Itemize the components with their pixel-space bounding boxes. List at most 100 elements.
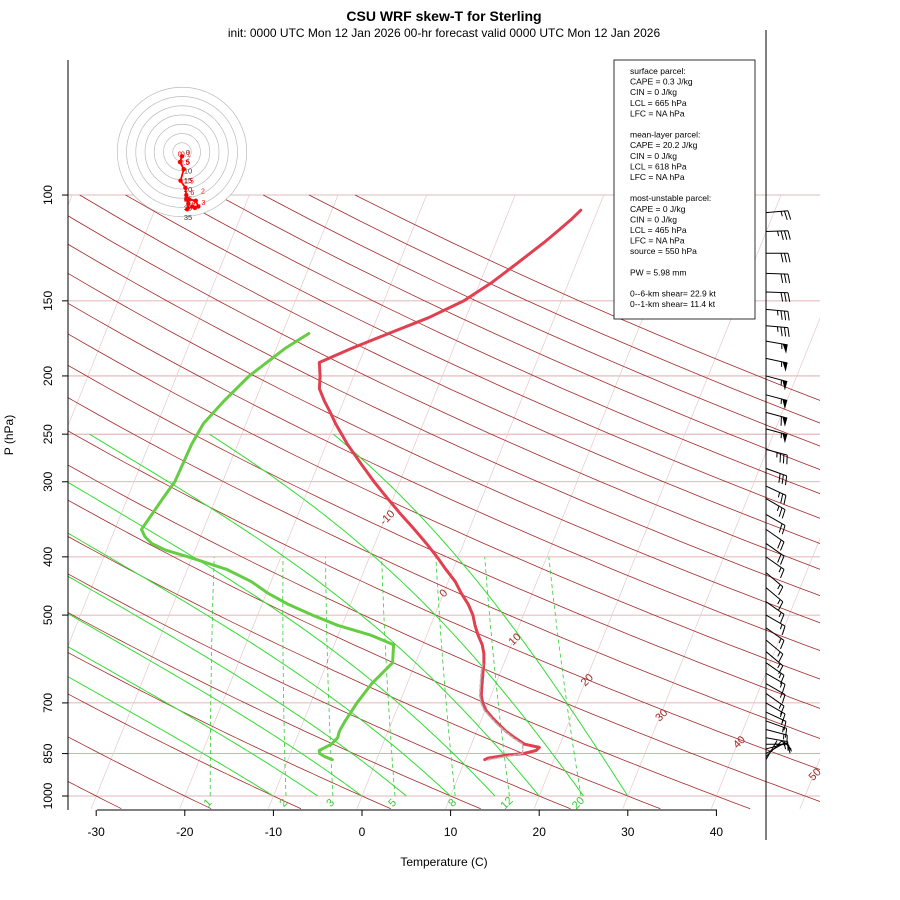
dry-adiabat-lines xyxy=(68,194,820,810)
wind-barb-flag xyxy=(783,310,787,321)
wind-barb xyxy=(765,720,788,738)
wind-barb-flag xyxy=(780,640,785,650)
wind-barb-flag xyxy=(787,327,790,337)
hodograph-point xyxy=(184,192,189,198)
wind-barb-shaft xyxy=(765,572,784,588)
hodograph-height-label: 0.1 xyxy=(181,151,191,158)
hodograph-height-label: 0.5 xyxy=(180,160,190,167)
wind-barb xyxy=(765,210,792,221)
y-tick-label-1000: 1000 xyxy=(41,782,55,809)
dry-adiabat-40 xyxy=(68,499,751,810)
wind-barb xyxy=(765,572,784,596)
wind-barb-shaft xyxy=(765,230,789,233)
x-tick-label--20: -20 xyxy=(176,825,194,839)
mixing-ratio-20 xyxy=(548,556,582,797)
wind-barb-flag xyxy=(783,721,787,731)
wind-barb-flag xyxy=(780,705,785,715)
wind-barb-flag xyxy=(777,553,782,563)
wind-barb-shaft xyxy=(765,528,785,543)
isotherm--50 xyxy=(68,194,162,427)
wind-barb-flag xyxy=(780,292,784,302)
wind-barb xyxy=(765,357,788,372)
dry-adiabat-90 xyxy=(68,333,820,680)
dry-adiabat-180 xyxy=(263,194,820,447)
wind-barb-flag xyxy=(783,210,788,221)
info-line: mean-layer parcel: xyxy=(630,130,700,140)
wind-barb-flag xyxy=(784,253,787,263)
wind-barb-shaft xyxy=(765,467,787,477)
moist-adiabat-30 xyxy=(332,433,629,797)
wind-barb-flag xyxy=(787,210,792,220)
info-line: CAPE = 0 J/kg xyxy=(630,204,686,214)
wind-barb-half-flag xyxy=(781,719,784,725)
y-tick-label-100: 100 xyxy=(41,185,55,205)
wind-barb xyxy=(765,394,788,410)
wind-barb-half-flag xyxy=(776,310,779,316)
wind-barb-flag xyxy=(781,694,786,704)
wind-barb-shaft xyxy=(765,662,785,676)
wind-barb-flag xyxy=(780,310,783,320)
wind-barb-shaft xyxy=(765,639,784,655)
info-line: source = 550 hPa xyxy=(630,246,697,256)
wind-barb-flag xyxy=(780,555,785,565)
wind-barb xyxy=(765,614,786,636)
wind-barb-shaft xyxy=(765,702,786,715)
hodograph-point xyxy=(193,198,198,203)
x-tick-label--10: -10 xyxy=(265,825,283,839)
hodograph-ring-label-35: 35 xyxy=(184,213,192,222)
wind-barb-flag xyxy=(781,474,784,484)
y-tick-label-200: 200 xyxy=(41,366,55,386)
hodograph-ring-label-0: 0 xyxy=(186,148,190,157)
info-line: LFC = NA hPa xyxy=(630,108,685,118)
wind-barb xyxy=(765,740,790,757)
hodograph-point xyxy=(179,154,185,159)
wind-barb-flag xyxy=(781,625,786,636)
x-tick-label--30: -30 xyxy=(88,825,106,839)
wind-barb-shaft xyxy=(765,587,784,603)
wind-barb-flag xyxy=(778,653,784,663)
wind-barb-flag xyxy=(780,273,784,284)
mixing-ratio-5 xyxy=(381,556,396,797)
wind-barb-half-flag xyxy=(776,326,779,332)
wind-barb xyxy=(765,672,786,694)
mixing-ratio-1 xyxy=(209,556,215,796)
wind-barb-shaft xyxy=(765,693,785,707)
wind-barb-flag xyxy=(780,541,785,551)
wind-barb-half-flag xyxy=(777,492,781,498)
wind-barb xyxy=(765,601,785,624)
wind-barb-shaft xyxy=(765,720,787,729)
mixing-ratio-3 xyxy=(325,556,334,797)
wind-barb-flag xyxy=(778,601,784,611)
hodograph-height-label: 0 xyxy=(178,151,182,158)
info-line: LFC = NA hPa xyxy=(630,172,685,182)
wind-barb-half-flag xyxy=(778,673,782,679)
info-box-frame xyxy=(613,59,756,320)
wind-barb-flag xyxy=(783,292,787,302)
wind-barb-shaft xyxy=(765,672,786,685)
wind-barb-flag xyxy=(780,614,785,624)
wind-barb xyxy=(766,252,791,263)
dry-adiabat-60 xyxy=(68,430,820,770)
wind-barb xyxy=(765,711,787,731)
hodograph-point xyxy=(190,204,195,209)
hodograph-ring-20 xyxy=(144,114,220,190)
wind-barb xyxy=(765,340,788,354)
hodograph-point xyxy=(178,178,183,183)
wind-barb-shaft xyxy=(765,291,789,294)
isotherm--20 xyxy=(179,194,427,809)
hodograph-ring-label-15: 15 xyxy=(184,176,192,185)
wind-barb-shaft xyxy=(765,485,787,496)
wind-barb xyxy=(765,556,785,579)
y-tick-label-850: 850 xyxy=(41,743,55,763)
info-line: CAPE = 20.2 J/kg xyxy=(630,140,698,150)
wind-barb-flag xyxy=(780,569,785,579)
x-tick-label-20: 20 xyxy=(533,825,547,839)
dry-adiabat-110 xyxy=(68,272,820,624)
mixing-ratio-8 xyxy=(435,556,456,797)
wind-barb xyxy=(765,308,790,321)
dry-adiabat-20 xyxy=(68,573,571,810)
wind-barb xyxy=(765,325,790,337)
wind-barb-flag xyxy=(781,740,790,747)
chart-subtitle: init: 0000 UTC Mon 12 Jan 2026 00-hr for… xyxy=(228,26,661,40)
